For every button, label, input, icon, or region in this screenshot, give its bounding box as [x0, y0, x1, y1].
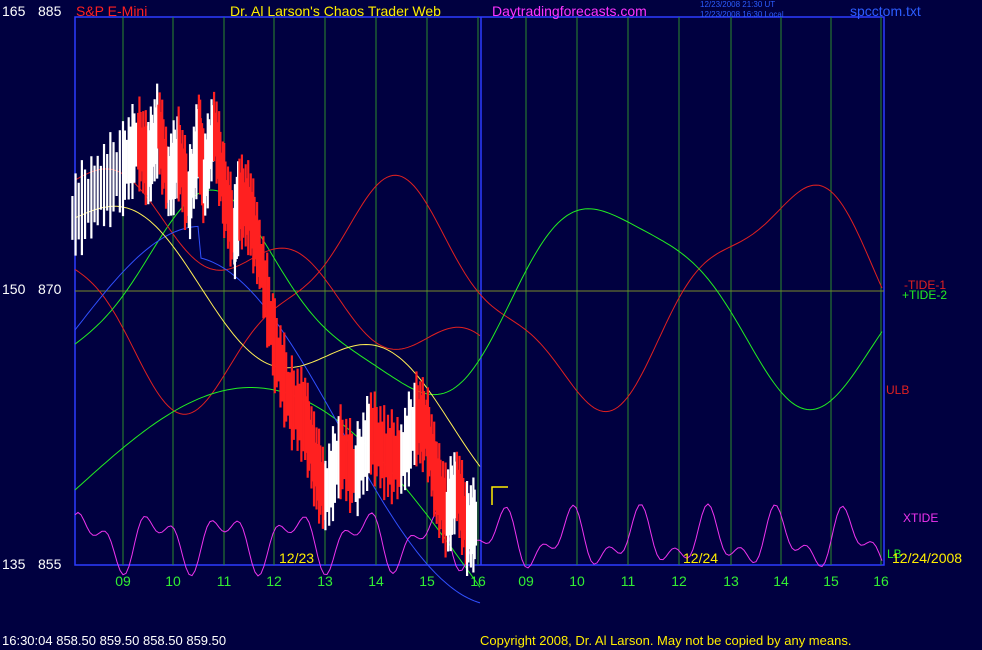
legend-tide2: +TIDE-2 — [902, 288, 948, 302]
lb-curve — [74, 387, 481, 588]
chart-grid — [74, 16, 885, 566]
legend-ulb: ULB — [886, 383, 910, 397]
x-tick-label: 11 — [217, 573, 232, 589]
price-bars — [71, 83, 508, 576]
x-tick-label: 14 — [773, 573, 789, 589]
x-tick-labels: 09 10 11 12 13 14 15 16 09 10 11 12 13 14 15 16 — [115, 573, 889, 589]
x-tick-label: 09 — [518, 573, 534, 589]
ut-time: 12/23/2008 21:30 UT — [700, 0, 776, 9]
x-tick-label: 14 — [368, 573, 384, 589]
page-title: Dr. Al Larson's Chaos Trader Web — [230, 3, 441, 19]
legend-lb: LB — [887, 547, 902, 561]
y-label-bottom-a: 135 — [2, 556, 26, 572]
y-label-top-a: 165 — [2, 3, 26, 19]
date-label-2: 12/24 — [683, 550, 719, 566]
date-label-1: 12/23 — [279, 550, 315, 566]
x-tick-label: 09 — [115, 573, 131, 589]
date-label-3: 12/24/2008 — [892, 550, 963, 566]
copyright: Copyright 2008, Dr. Al Larson. May not b… — [480, 633, 852, 648]
legend-xtide: XTIDE — [903, 511, 939, 525]
site-name: Daytradingforecasts.com — [492, 3, 647, 19]
local-time: 12/23/2008 16:30 Local — [700, 10, 784, 19]
y-label-bottom-b: 855 — [38, 556, 62, 572]
x-tick-label: 12 — [266, 573, 282, 589]
forecast-marker — [491, 486, 508, 505]
xtide-curve — [74, 503, 883, 577]
y-label-mid-a: 150 — [2, 281, 26, 297]
y-label-mid-b: 870 — [38, 281, 62, 297]
quote-line: 16:30:04 858.50 859.50 858.50 859.50 — [2, 633, 227, 648]
x-tick-label: 15 — [419, 573, 435, 589]
file-name: spcctom.txt — [850, 3, 921, 19]
tide2-curve — [74, 189, 883, 411]
x-tick-label: 13 — [317, 573, 333, 589]
x-tick-label: 10 — [569, 573, 585, 589]
x-tick-label: 16 — [873, 573, 889, 589]
x-tick-label: 11 — [621, 573, 636, 589]
x-tick-label: 16 — [470, 573, 486, 589]
instrument-title: S&P E-Mini — [76, 3, 148, 19]
tide1-curve — [74, 174, 883, 415]
x-tick-label: 10 — [165, 573, 181, 589]
y-label-top-b: 885 — [38, 3, 62, 19]
legend-tide1: -TIDE-1 — [904, 278, 946, 292]
x-tick-label: 13 — [723, 573, 739, 589]
x-tick-label: 15 — [823, 573, 839, 589]
x-tick-label: 12 — [671, 573, 687, 589]
